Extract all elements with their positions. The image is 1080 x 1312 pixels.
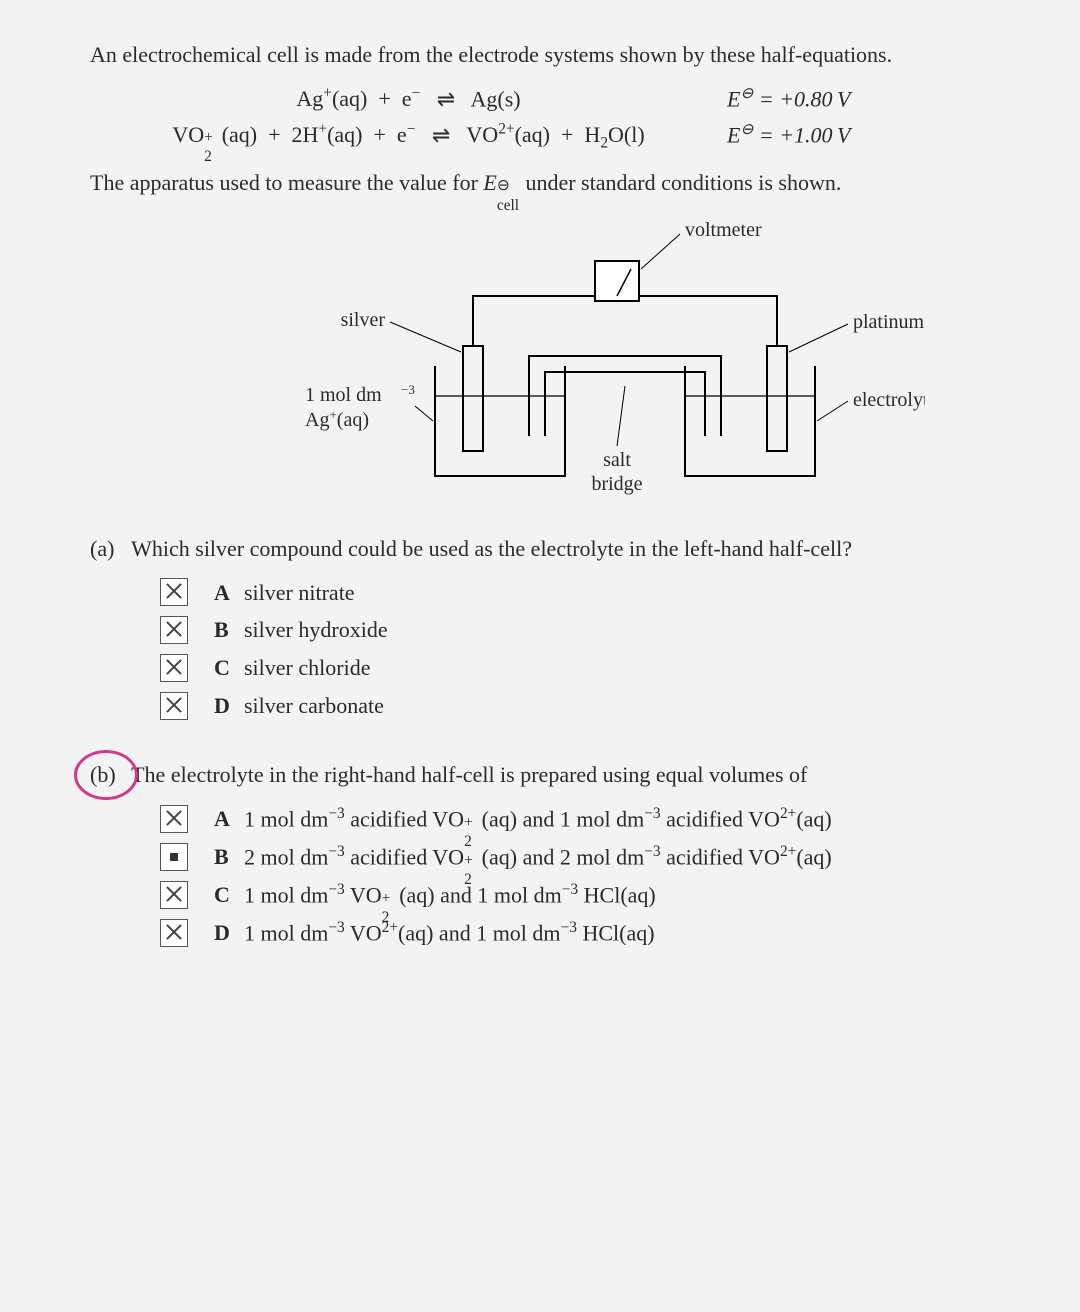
svg-text:bridge: bridge	[591, 473, 642, 495]
qb-option-d: D1 mol dm−3 VO2+(aq) and 1 mol dm−3 HCl(…	[160, 918, 1000, 948]
qb-checkbox-b[interactable]	[160, 843, 188, 871]
qa-checkbox-c[interactable]	[160, 654, 188, 682]
eq2-rhs: VO2+(aq) + H2O(l)	[466, 122, 644, 147]
qb-label: (b)	[90, 760, 126, 790]
question-a-text: (a) Which silver compound could be used …	[90, 534, 1000, 564]
option-text: silver nitrate	[244, 578, 1000, 608]
svg-text:voltmeter: voltmeter	[685, 219, 762, 241]
qa-option-b: Bsilver hydroxide	[160, 615, 1000, 645]
qa-label: (a)	[90, 534, 126, 564]
svg-text:Ag+(aq): Ag+(aq)	[305, 406, 369, 431]
option-text: 2 mol dm−3 acidified VO+2(aq) and 2 mol …	[244, 842, 1000, 872]
option-letter: C	[214, 653, 244, 683]
equation-1: Ag+(aq) + e− ⇌ Ag(s) E⊖ = +0.80 V	[90, 84, 1000, 114]
eq1-body: Ag+(aq) + e− ⇌ Ag(s)	[90, 84, 727, 114]
question-b-text: (b) The electrolyte in the right-hand ha…	[90, 760, 1000, 790]
svg-text:1 mol dm: 1 mol dm	[305, 384, 382, 406]
cell-diagram: voltmeter silver platinum electrolyte 1 mol …	[90, 206, 1000, 516]
question-b: (b) The electrolyte in the right-hand ha…	[90, 760, 1000, 948]
qa-option-c: Csilver chloride	[160, 653, 1000, 683]
svg-text:electrolyte: electrolyte	[853, 389, 925, 411]
eq2-body: VO+2(aq) + 2H+(aq) + e− ⇌ VO2+(aq) + H2O…	[90, 120, 727, 155]
option-letter: A	[214, 804, 244, 834]
qa-option-d: Dsilver carbonate	[160, 691, 1000, 721]
svg-text:platinum: platinum	[853, 311, 925, 333]
qb-checkbox-a[interactable]	[160, 805, 188, 833]
qb-option-a: A1 mol dm−3 acidified VO+2(aq) and 1 mol…	[160, 804, 1000, 834]
option-letter: D	[214, 691, 244, 721]
option-letter: B	[214, 615, 244, 645]
eq1-lhs: Ag+(aq) + e−	[296, 86, 420, 111]
exam-page: An electrochemical cell is made from the…	[0, 0, 1080, 1312]
qb-body: The electrolyte in the right-hand half-c…	[131, 762, 807, 787]
qa-option-a: Asilver nitrate	[160, 578, 1000, 608]
qb-checkbox-c[interactable]	[160, 881, 188, 909]
qb-options: A1 mol dm−3 acidified VO+2(aq) and 1 mol…	[160, 804, 1000, 948]
svg-text:−3: −3	[401, 382, 415, 397]
qa-checkbox-d[interactable]	[160, 692, 188, 720]
option-letter: B	[214, 842, 244, 872]
qa-checkbox-a[interactable]	[160, 578, 188, 606]
option-text: silver chloride	[244, 653, 1000, 683]
option-text: silver hydroxide	[244, 615, 1000, 645]
svg-text:salt: salt	[603, 449, 631, 471]
qb-checkbox-d[interactable]	[160, 919, 188, 947]
eq2-potential: E⊖ = +1.00 V	[727, 120, 1000, 150]
option-letter: C	[214, 880, 244, 910]
option-letter: D	[214, 918, 244, 948]
cell-diagram-svg: voltmeter silver platinum electrolyte 1 mol …	[165, 206, 925, 516]
svg-text:silver: silver	[341, 309, 386, 331]
half-equations: Ag+(aq) + e− ⇌ Ag(s) E⊖ = +0.80 V VO+2(a…	[90, 84, 1000, 155]
option-text: silver carbonate	[244, 691, 1000, 721]
equation-2: VO+2(aq) + 2H+(aq) + e− ⇌ VO2+(aq) + H2O…	[90, 120, 1000, 155]
qa-body: Which silver compound could be used as t…	[131, 536, 852, 561]
option-text: 1 mol dm−3 VO2+(aq) and 1 mol dm−3 HCl(a…	[244, 918, 1000, 948]
option-text: 1 mol dm−3 VO+2(aq) and 1 mol dm−3 HCl(a…	[244, 880, 1000, 910]
qa-checkbox-b[interactable]	[160, 616, 188, 644]
qb-option-c: C1 mol dm−3 VO+2(aq) and 1 mol dm−3 HCl(…	[160, 880, 1000, 910]
qa-options: Asilver nitrateBsilver hydroxideCsilver …	[160, 578, 1000, 721]
intro-text: An electrochemical cell is made from the…	[90, 40, 1000, 70]
eq2-lhs: VO+2(aq) + 2H+(aq) + e−	[172, 122, 415, 147]
question-a: (a) Which silver compound could be used …	[90, 534, 1000, 720]
option-letter: A	[214, 578, 244, 608]
apparatus-text: The apparatus used to measure the value …	[90, 168, 1000, 198]
qb-option-b: B2 mol dm−3 acidified VO+2(aq) and 2 mol…	[160, 842, 1000, 872]
eq1-rhs: Ag(s)	[470, 86, 520, 111]
eq1-potential: E⊖ = +0.80 V	[727, 84, 1000, 114]
option-text: 1 mol dm−3 acidified VO+2(aq) and 1 mol …	[244, 804, 1000, 834]
